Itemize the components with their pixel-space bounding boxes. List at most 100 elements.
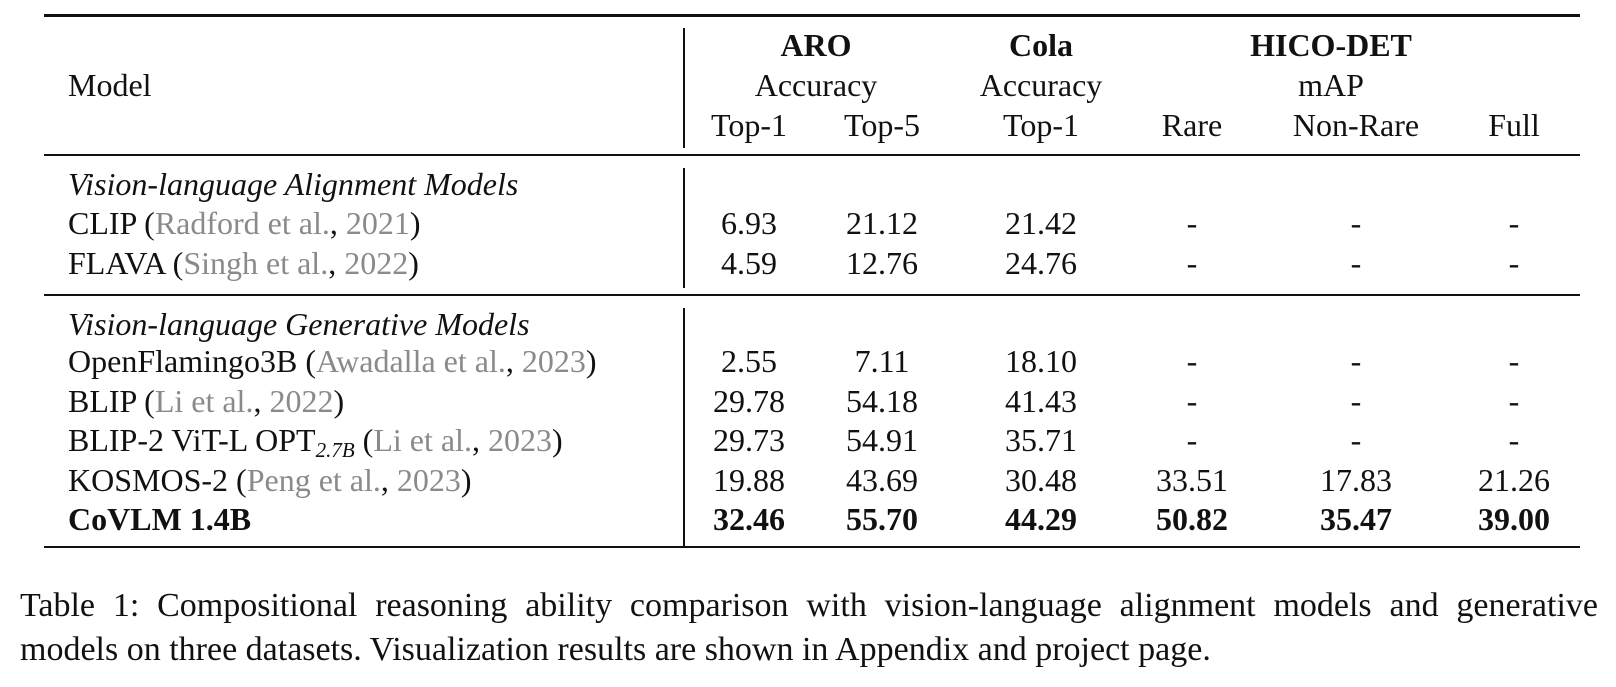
- value-cell: 32.46: [713, 501, 785, 537]
- value-cell: 44.29: [1005, 501, 1077, 537]
- value-cell: 50.82: [1156, 501, 1228, 537]
- model-column-header: Model: [68, 67, 152, 103]
- value-cell: 4.59: [721, 245, 777, 281]
- model-name-cell: BLIP (Li et al., 2022): [68, 382, 344, 420]
- header-bottom-rule: [44, 154, 1580, 156]
- citation-open-paren: (: [164, 245, 184, 281]
- value-cell: 21.42: [1005, 205, 1077, 241]
- citation-close-paren: ): [585, 343, 597, 379]
- value-cell: -: [1186, 205, 1198, 241]
- model-name-cell: CoVLM 1.4B: [68, 500, 251, 538]
- model-subscript: 2.7B: [315, 438, 355, 462]
- section2-vertical-rule: [683, 308, 685, 546]
- value-cell: -: [1186, 422, 1198, 458]
- hico-rare-header: Rare: [1161, 107, 1223, 143]
- citation-close-paren: ): [460, 462, 472, 498]
- citation-separator: ,: [505, 343, 522, 379]
- value-cell: -: [1350, 422, 1362, 458]
- section-divider-rule: [44, 294, 1580, 296]
- value-cell: -: [1350, 383, 1362, 419]
- table-caption: Table 1: Compositional reasoning ability…: [20, 587, 1598, 668]
- value-cell: 12.76: [846, 245, 918, 281]
- model-name-cell: BLIP-2 ViT-L OPT2.7B (Li et al., 2023): [68, 421, 563, 463]
- value-cell: -: [1186, 383, 1198, 419]
- value-cell: 41.43: [1005, 383, 1077, 419]
- citation-separator: ,: [471, 422, 488, 458]
- citation-author: Singh et al.: [183, 245, 329, 281]
- citation-separator: ,: [329, 205, 346, 241]
- value-cell: 29.78: [713, 383, 785, 419]
- value-cell: 24.76: [1005, 245, 1077, 281]
- cola-metric-header: Accuracy: [979, 67, 1103, 103]
- citation-year: 2021: [345, 205, 410, 241]
- citation-open-paren: (: [136, 383, 155, 419]
- header-vertical-rule: [683, 28, 685, 148]
- value-cell: -: [1350, 343, 1362, 379]
- model-name: KOSMOS-2: [68, 462, 229, 498]
- citation-separator: ,: [253, 383, 270, 419]
- aro-top1-header: Top-1: [711, 107, 787, 143]
- value-cell: 35.71: [1005, 422, 1077, 458]
- citation-year: 2022: [344, 245, 409, 281]
- value-cell: 43.69: [846, 462, 918, 498]
- value-cell: 33.51: [1156, 462, 1228, 498]
- citation-author: Peng et al.: [246, 462, 381, 498]
- value-cell: -: [1186, 245, 1198, 281]
- citation-close-paren: ): [409, 205, 421, 241]
- cola-dataset-header: Cola: [1009, 27, 1073, 63]
- value-cell: 18.10: [1005, 343, 1077, 379]
- hico-nonrare-header: Non-Rare: [1292, 107, 1420, 143]
- aro-top5-header: Top-5: [844, 107, 920, 143]
- section1-vertical-rule: [683, 168, 685, 288]
- value-cell: -: [1508, 383, 1520, 419]
- value-cell: -: [1508, 245, 1520, 281]
- value-cell: 17.83: [1320, 462, 1392, 498]
- citation-separator: ,: [380, 462, 397, 498]
- value-cell: -: [1350, 205, 1362, 241]
- value-cell: 19.88: [713, 462, 785, 498]
- citation-year: 2023: [396, 462, 461, 498]
- value-cell: 7.11: [854, 343, 910, 379]
- citation-close-paren: ): [333, 383, 345, 419]
- model-name: BLIP-2 ViT-L OPT: [68, 422, 316, 458]
- value-cell: 55.70: [846, 501, 918, 537]
- model-name-cell: KOSMOS-2 (Peng et al., 2023): [68, 461, 472, 499]
- model-name: BLIP: [68, 383, 137, 419]
- value-cell: -: [1508, 205, 1520, 241]
- value-cell: 54.91: [846, 422, 918, 458]
- value-cell: -: [1186, 343, 1198, 379]
- aro-dataset-header: ARO: [780, 27, 852, 63]
- value-cell: 35.47: [1320, 501, 1392, 537]
- aro-metric-header: Accuracy: [754, 67, 878, 103]
- hico-full-header: Full: [1488, 107, 1540, 143]
- value-cell: 29.73: [713, 422, 785, 458]
- value-cell: -: [1350, 245, 1362, 281]
- value-cell: 21.26: [1478, 462, 1550, 498]
- citation-author: Awadalla et al.: [315, 343, 506, 379]
- section-title: Vision-language Alignment Models: [68, 166, 519, 202]
- value-cell: 2.55: [721, 343, 777, 379]
- value-cell: 30.48: [1005, 462, 1077, 498]
- hico-dataset-header: HICO-DET: [1250, 27, 1412, 63]
- citation-author: Li et al.: [154, 383, 254, 419]
- value-cell: 39.00: [1478, 501, 1550, 537]
- citation-open-paren: (: [354, 422, 374, 458]
- citation-open-paren: (: [136, 205, 155, 241]
- citation-close-paren: ): [551, 422, 563, 458]
- value-cell: -: [1508, 343, 1520, 379]
- cola-top1-header: Top-1: [1003, 107, 1079, 143]
- value-cell: -: [1508, 422, 1520, 458]
- citation-year: 2023: [487, 422, 552, 458]
- model-name: FLAVA: [68, 245, 165, 281]
- model-name: OpenFlamingo3B: [68, 343, 298, 379]
- citation-separator: ,: [328, 245, 345, 281]
- value-cell: 54.18: [846, 383, 918, 419]
- table-bottom-rule: [44, 546, 1580, 548]
- hico-metric-header: mAP: [1298, 67, 1364, 103]
- citation-author: Radford et al.: [154, 205, 330, 241]
- citation-year: 2022: [269, 383, 334, 419]
- section-title: Vision-language Generative Models: [68, 306, 530, 342]
- citation-close-paren: ): [408, 245, 419, 281]
- value-cell: 21.12: [846, 205, 918, 241]
- table-top-rule: [44, 14, 1580, 17]
